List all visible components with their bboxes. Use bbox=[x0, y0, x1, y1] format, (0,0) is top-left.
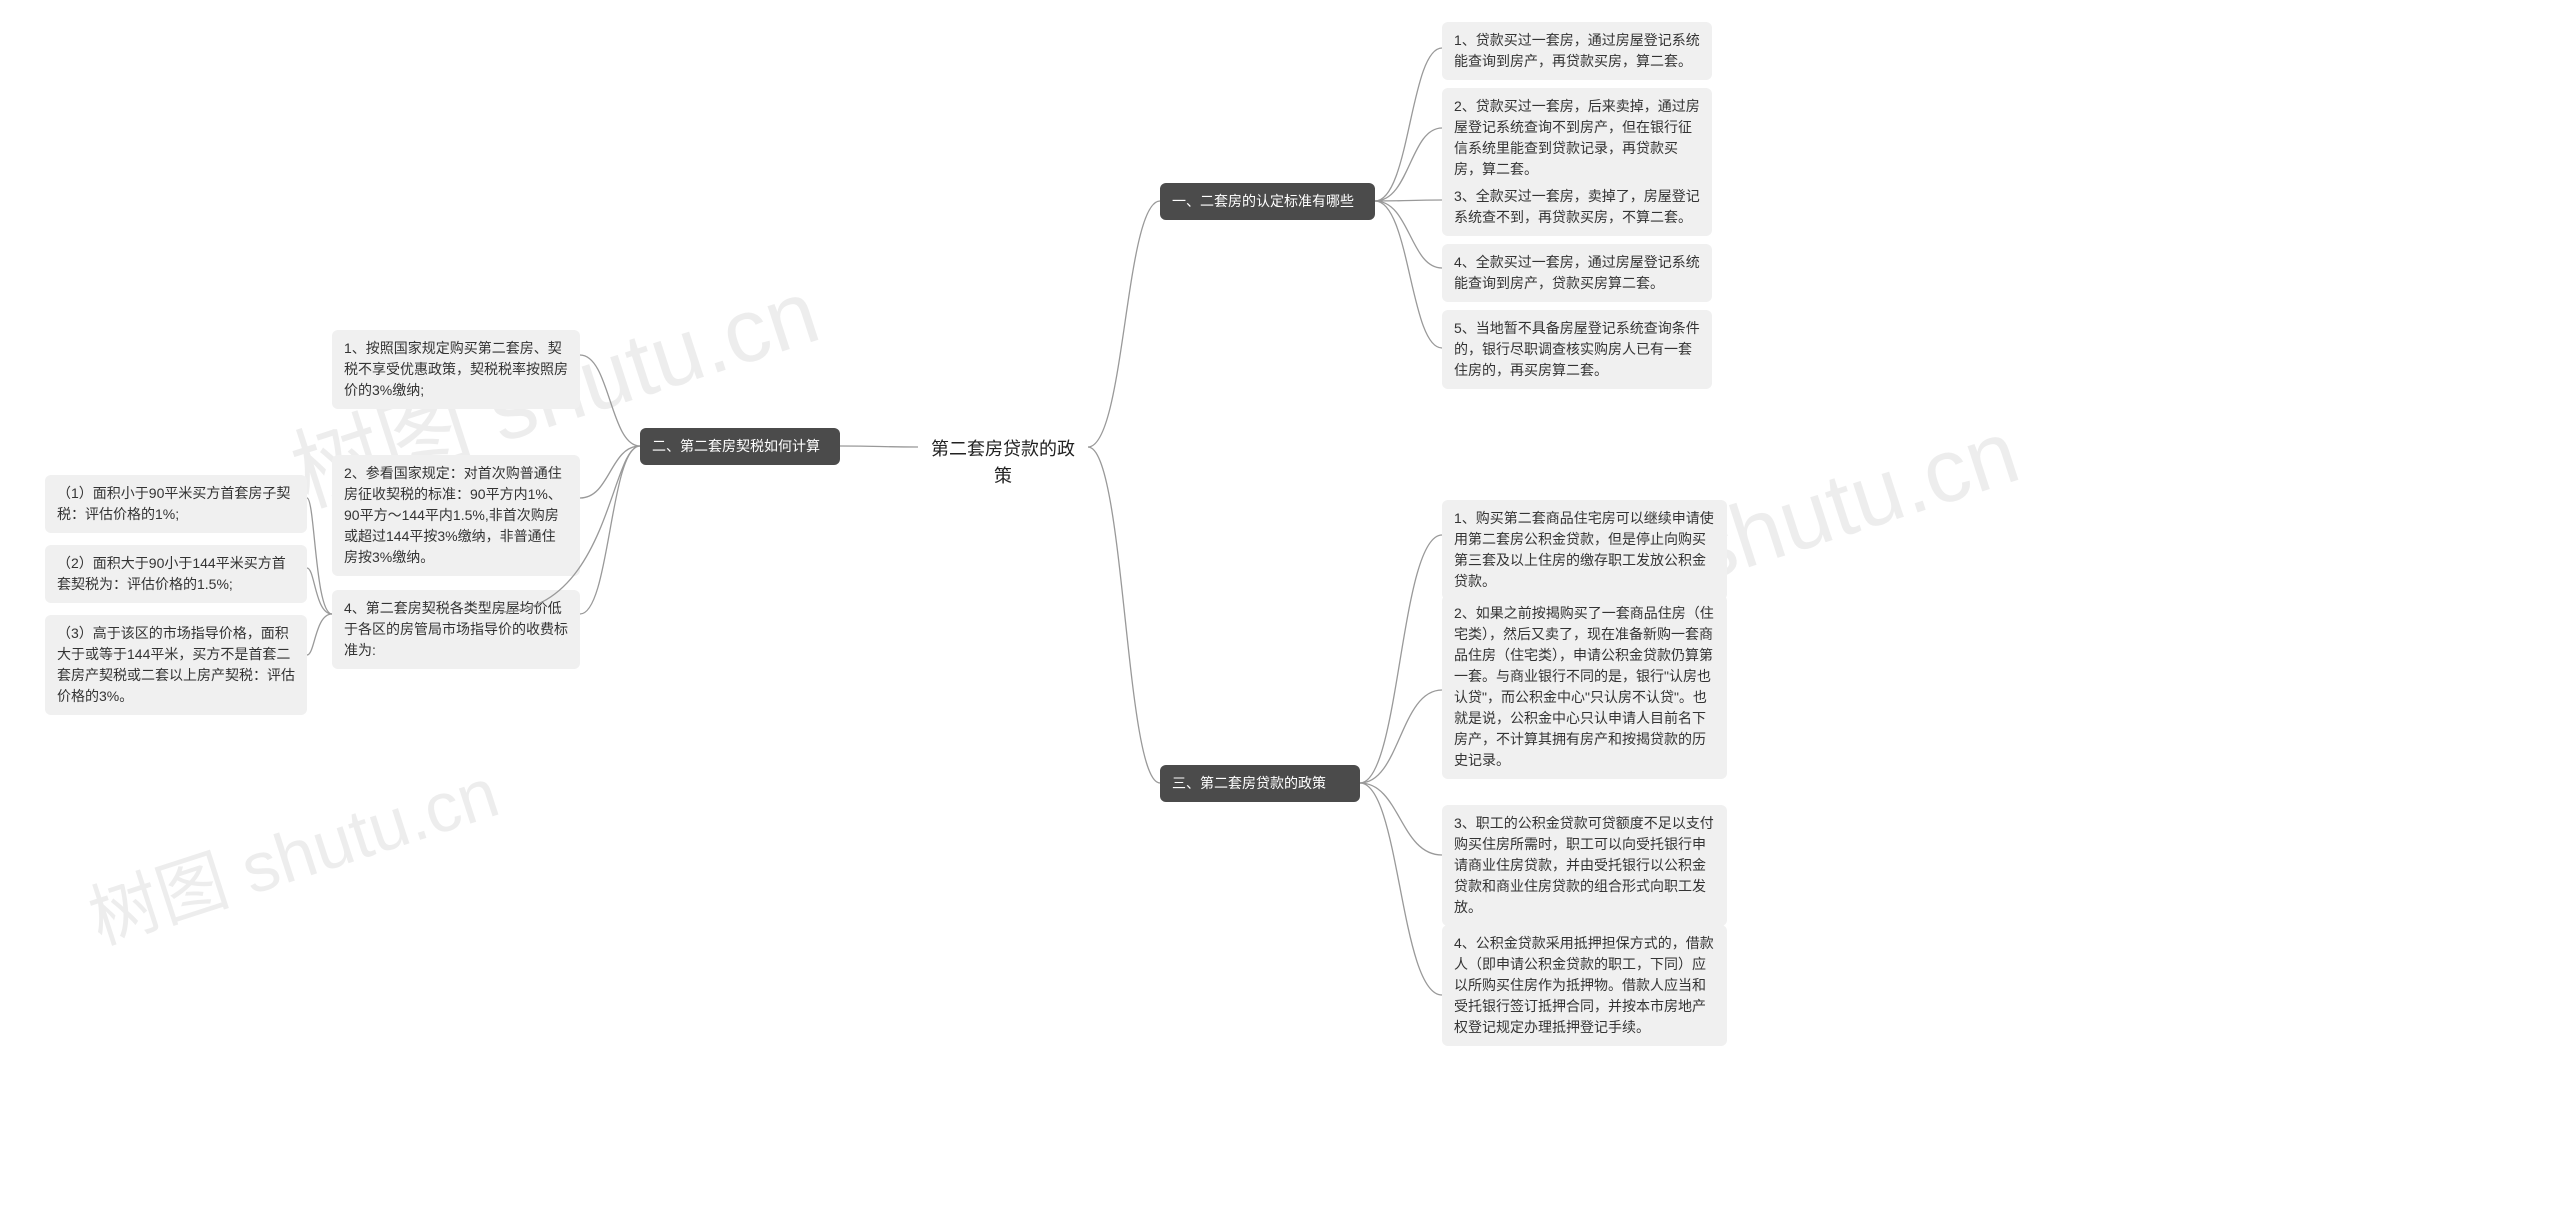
branch-3-item-1: 1、购买第二套商品住宅房可以继续申请使用第二套房公积金贷款，但是停止向购买第三套… bbox=[1442, 500, 1727, 600]
branch-2-sub4-child-2: （2）面积大于90小于144平米买方首套契税为：评估价格的1.5%; bbox=[45, 545, 307, 603]
branch-3-item-4: 4、公积金贷款采用抵押担保方式的，借款人（即申请公积金贷款的职工，下同）应以所购… bbox=[1442, 925, 1727, 1046]
branch-1-item-1: 1、贷款买过一套房，通过房屋登记系统能查询到房产，再贷款买房，算二套。 bbox=[1442, 22, 1712, 80]
branch-3: 三、第二套房贷款的政策 bbox=[1160, 765, 1360, 802]
branch-2: 二、第二套房契税如何计算 bbox=[640, 428, 840, 465]
branch-3-item-2: 2、如果之前按揭购买了一套商品住房（住宅类），然后又卖了，现在准备新购一套商品住… bbox=[1442, 595, 1727, 779]
branch-2-sub4: 4、第二套房契税各类型房屋均价低于各区的房管局市场指导价的收费标准为: bbox=[332, 590, 580, 669]
watermark: 树图 shutu.cn bbox=[75, 737, 510, 964]
branch-1-label: 一、二套房的认定标准有哪些 bbox=[1172, 193, 1354, 209]
branch-2-item-2: 2、参看国家规定：对首次购普通住房征收契税的标准：90平方内1%、90平方～14… bbox=[332, 455, 580, 576]
branch-1-item-2: 2、贷款买过一套房，后来卖掉，通过房屋登记系统查询不到房产，但在银行征信系统里能… bbox=[1442, 88, 1712, 188]
branch-3-item-3: 3、职工的公积金贷款可贷额度不足以支付购买住房所需时，职工可以向受托银行申请商业… bbox=[1442, 805, 1727, 926]
branch-2-item-1: 1、按照国家规定购买第二套房、契税不享受优惠政策，契税税率按照房价的3%缴纳; bbox=[332, 330, 580, 409]
branch-2-label: 二、第二套房契税如何计算 bbox=[652, 438, 820, 454]
branch-1-item-3: 3、全款买过一套房，卖掉了，房屋登记系统查不到，再贷款买房，不算二套。 bbox=[1442, 178, 1712, 236]
branch-2-sub4-child-1: （1）面积小于90平米买方首套房子契税：评估价格的1%; bbox=[45, 475, 307, 533]
branch-2-sub4-child-3: （3）高于该区的市场指导价格，面积大于或等于144平米，买方不是首套二套房产契税… bbox=[45, 615, 307, 715]
root-label: 第二套房贷款的政策 bbox=[931, 439, 1075, 486]
branch-1-item-4: 4、全款买过一套房，通过房屋登记系统能查询到房产，贷款买房算二套。 bbox=[1442, 244, 1712, 302]
branch-3-label: 三、第二套房贷款的政策 bbox=[1172, 775, 1326, 791]
branch-1: 一、二套房的认定标准有哪些 bbox=[1160, 183, 1375, 220]
root-node: 第二套房贷款的政策 bbox=[918, 430, 1088, 496]
branch-1-item-5: 5、当地暂不具备房屋登记系统查询条件的，银行尽职调查核实购房人已有一套住房的，再… bbox=[1442, 310, 1712, 389]
